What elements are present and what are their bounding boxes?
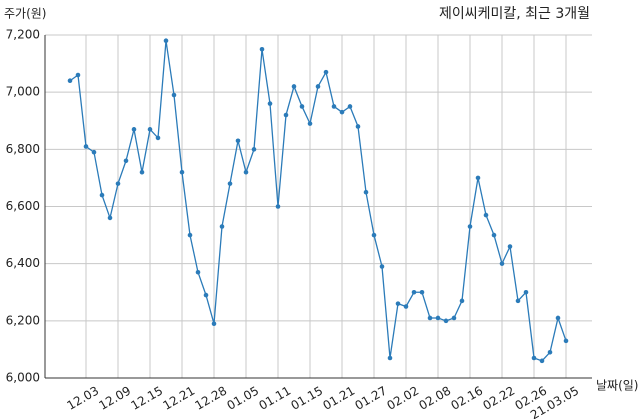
x-tick-label: 12.09 <box>96 384 133 413</box>
data-point <box>355 124 361 129</box>
data-point <box>555 315 561 321</box>
data-point <box>163 38 169 44</box>
data-point <box>235 138 241 144</box>
x-tick-label: 12.28 <box>192 384 229 413</box>
data-point <box>435 315 441 321</box>
data-point <box>307 121 313 126</box>
data-point <box>379 264 385 269</box>
data-point <box>363 189 369 195</box>
data-point <box>427 315 433 321</box>
data-point <box>211 321 217 326</box>
data-point <box>195 269 201 275</box>
data-point <box>259 46 265 52</box>
x-tick-label: 12.21 <box>160 384 197 413</box>
data-point <box>123 158 129 164</box>
data-point <box>275 204 281 209</box>
x-tick-label: 02.08 <box>416 384 453 413</box>
data-point <box>403 304 409 309</box>
data-point <box>171 92 177 98</box>
y-tick-label: 7,000 <box>6 85 40 99</box>
data-point <box>115 181 121 186</box>
data-point <box>131 127 137 132</box>
data-point <box>315 84 321 89</box>
x-tick-label: 02.02 <box>384 384 421 413</box>
data-point <box>75 72 81 78</box>
data-point <box>67 78 73 84</box>
data-point <box>499 261 505 266</box>
data-point <box>203 292 209 298</box>
y-axis-label: 주가(원) <box>4 7 46 21</box>
x-tick-label: 02.22 <box>480 384 517 413</box>
y-tick-label: 6,800 <box>6 142 40 156</box>
data-point <box>99 192 105 198</box>
data-point <box>531 355 537 361</box>
data-point <box>395 301 401 306</box>
data-point <box>515 298 521 304</box>
data-point <box>547 349 553 355</box>
data-point <box>419 289 425 295</box>
data-point <box>483 212 489 218</box>
data-point <box>451 315 457 321</box>
y-tick-label: 6,600 <box>6 199 40 213</box>
data-point <box>219 224 225 229</box>
x-tick-label: 12.15 <box>128 384 165 413</box>
data-point <box>291 84 297 89</box>
data-point <box>411 289 417 295</box>
x-tick-label: 01.15 <box>288 384 325 413</box>
y-tick-label: 6,200 <box>6 313 40 327</box>
x-tick-label: 01.05 <box>224 384 261 413</box>
data-point <box>179 169 185 175</box>
data-point <box>371 232 377 238</box>
data-point <box>243 169 249 175</box>
data-point <box>459 298 465 304</box>
data-point <box>267 101 273 106</box>
data-point <box>323 69 329 75</box>
y-tick-label: 6,400 <box>6 256 40 270</box>
y-tick-label: 7,200 <box>6 28 40 42</box>
data-point <box>139 169 145 175</box>
data-point <box>523 289 529 295</box>
data-point <box>443 318 449 324</box>
data-point <box>147 127 153 132</box>
data-point <box>387 355 393 361</box>
data-point <box>563 338 569 344</box>
data-point <box>331 104 337 109</box>
data-point <box>299 104 305 109</box>
x-tick-label: 01.11 <box>256 384 293 413</box>
x-tick-label: 01.27 <box>352 384 389 413</box>
data-point <box>339 109 345 115</box>
data-point <box>251 147 257 152</box>
data-point <box>155 135 161 141</box>
data-point <box>491 232 497 238</box>
x-tick-label: 12.03 <box>64 384 101 413</box>
data-point <box>347 104 353 109</box>
data-point <box>107 215 113 221</box>
data-point <box>187 232 193 238</box>
data-point <box>539 358 545 364</box>
data-point <box>467 224 473 229</box>
x-axis-label: 날짜(일) <box>596 379 638 393</box>
data-point <box>91 149 97 155</box>
data-point <box>507 244 513 249</box>
data-point <box>283 112 289 118</box>
y-tick-label: 6,000 <box>6 371 40 385</box>
data-point <box>475 175 481 181</box>
x-tick-label: 02.16 <box>448 384 485 413</box>
chart-title: 제이씨케미칼, 최근 3개월 <box>439 6 590 22</box>
x-tick-label: 01.21 <box>320 384 357 413</box>
data-point <box>227 181 233 186</box>
data-point <box>83 144 89 149</box>
